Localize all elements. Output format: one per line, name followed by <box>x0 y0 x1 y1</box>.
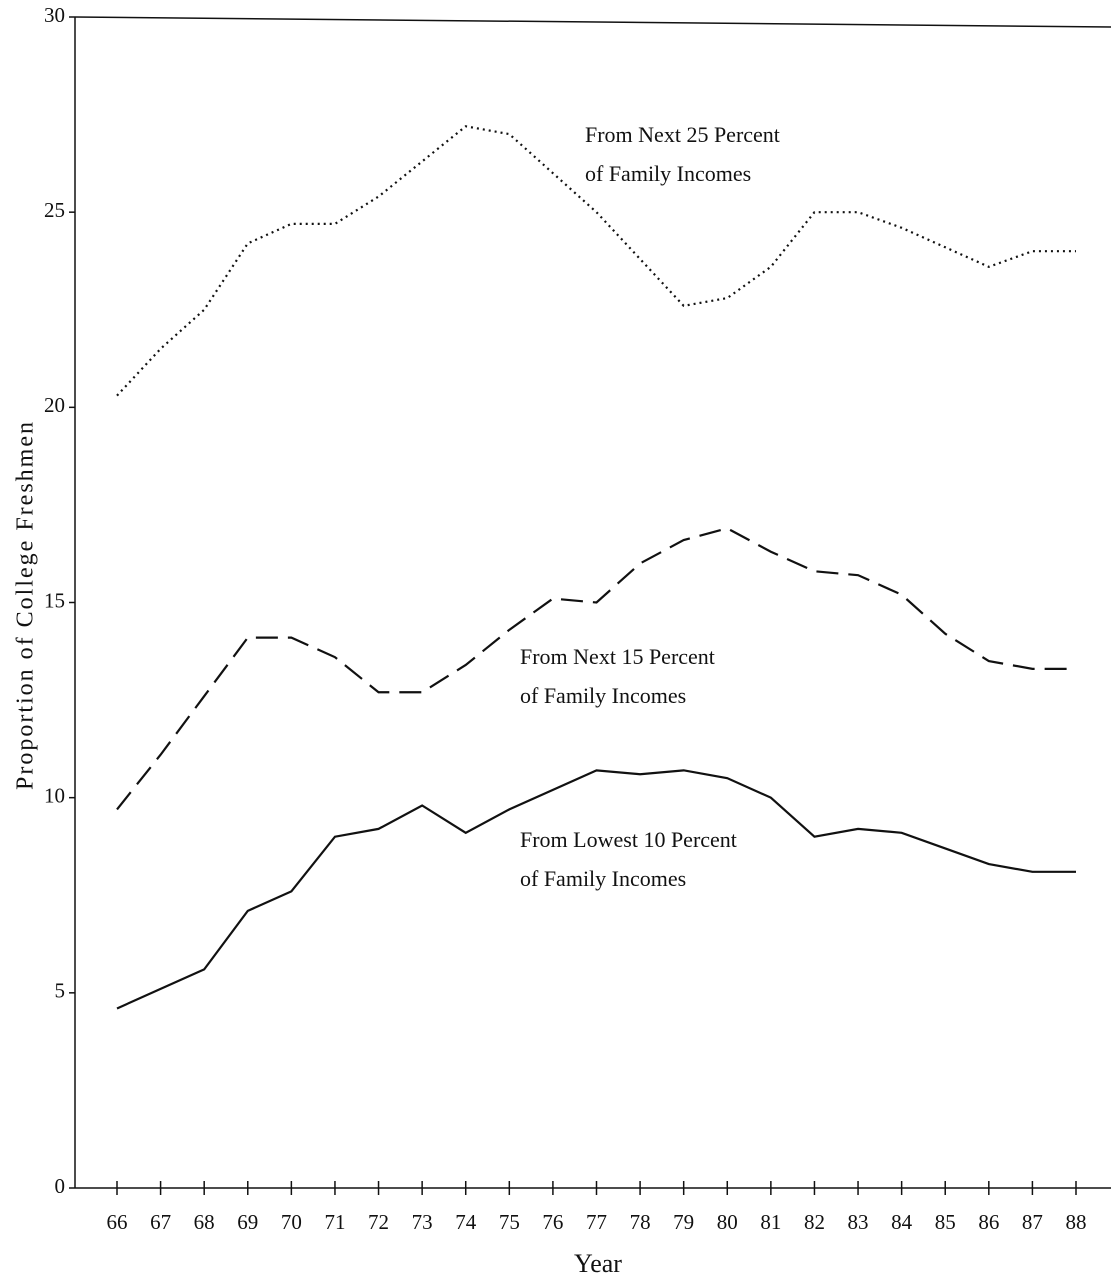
x-tick-label: 79 <box>673 1210 694 1234</box>
x-tick-label: 67 <box>150 1210 171 1234</box>
x-tick-label: 83 <box>848 1210 869 1234</box>
x-tick-label: 81 <box>760 1210 781 1234</box>
series-annotation: From Lowest 10 Percent <box>520 827 737 852</box>
x-tick-label: 76 <box>542 1210 563 1234</box>
x-tick-label: 82 <box>804 1210 825 1234</box>
series-line <box>116 769 1076 1010</box>
x-tick-label: 88 <box>1066 1210 1087 1234</box>
top-frame <box>74 16 1111 28</box>
series-annotation: of Family Incomes <box>585 161 751 186</box>
x-tick-label: 75 <box>499 1210 520 1234</box>
x-tick-label: 84 <box>891 1210 913 1234</box>
y-tick-label: 10 <box>44 783 65 807</box>
series-annotation: From Next 25 Percent <box>585 122 780 147</box>
y-tick-label: 15 <box>44 588 65 612</box>
x-tick-label: 70 <box>281 1210 302 1234</box>
x-tick-label: 69 <box>237 1210 258 1234</box>
series-annotation: From Next 15 Percent <box>520 644 715 669</box>
y-tick-label: 0 <box>55 1174 66 1198</box>
x-tick-label: 80 <box>717 1210 738 1234</box>
y-tick-label: 5 <box>55 979 66 1003</box>
y-tick-label: 30 <box>44 3 65 27</box>
y-tick-label: 25 <box>44 198 65 222</box>
x-tick-label: 72 <box>368 1210 389 1234</box>
x-tick-label: 66 <box>107 1210 128 1234</box>
y-tick-label: 20 <box>44 393 65 417</box>
x-tick-label: 77 <box>586 1210 607 1234</box>
x-tick-label: 71 <box>324 1210 345 1234</box>
x-tick-label: 86 <box>978 1210 999 1234</box>
y-axis-label: Proportion of College Freshmen <box>13 420 39 790</box>
series-line <box>116 527 1076 811</box>
x-tick-label: 78 <box>630 1210 651 1234</box>
series-annotation: of Family Incomes <box>520 683 686 708</box>
x-tick-label: 68 <box>194 1210 215 1234</box>
x-tick-label: 85 <box>935 1210 956 1234</box>
series-annotation: of Family Incomes <box>520 866 686 891</box>
x-tick-label: 73 <box>412 1210 433 1234</box>
x-tick-label: 74 <box>455 1210 477 1234</box>
x-axis-label: Year <box>574 1249 622 1278</box>
x-tick-label: 87 <box>1022 1210 1043 1234</box>
